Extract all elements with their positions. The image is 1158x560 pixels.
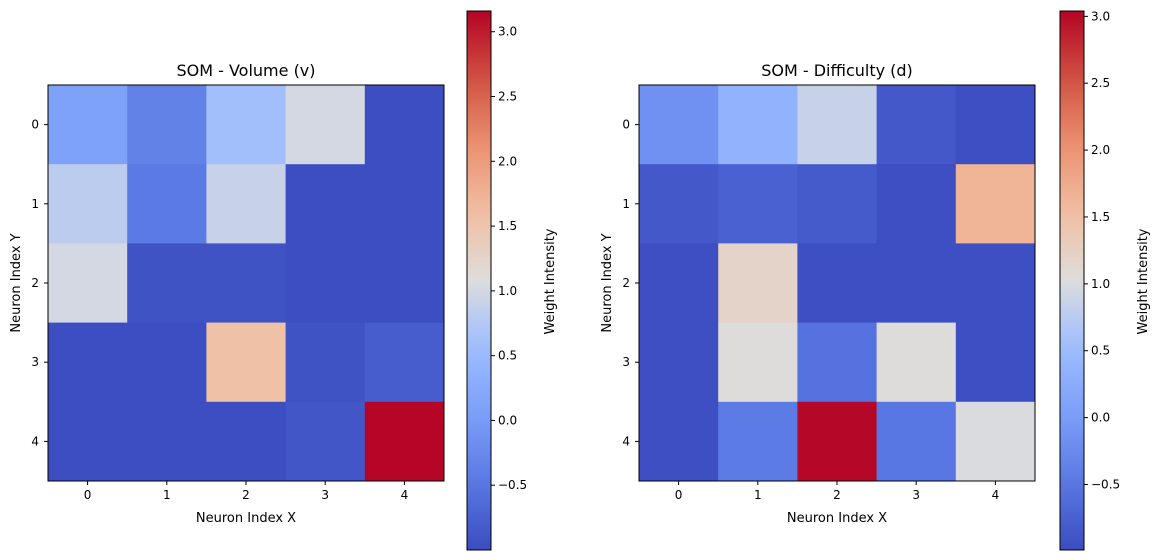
heatmap-cell-r3-c3 bbox=[876, 322, 957, 403]
heatmap-panel-0: SOM - Volume (v) 0 1 2 3 4 0 1 2 3 4 Neuron Index X… bbox=[9, 10, 558, 551]
x-tick-label: 2 bbox=[242, 488, 250, 502]
heatmap-cell-r3-c2 bbox=[797, 322, 878, 403]
x-tick-label: 0 bbox=[675, 488, 683, 502]
heatmap-cell-r4-c2 bbox=[206, 401, 287, 482]
colorbar-label: Weight Intensity bbox=[543, 228, 558, 334]
heatmap-cell-r4-c3 bbox=[285, 401, 366, 482]
y-tick-label: 2 bbox=[622, 276, 630, 290]
x-tick-label: 3 bbox=[912, 488, 920, 502]
colorbar-tick-label: 1.5 bbox=[498, 219, 517, 233]
colorbar-tick-label: 2.0 bbox=[498, 154, 517, 168]
heatmap-cell-r1-c0 bbox=[639, 164, 719, 244]
colorbar-tick-label: 2.0 bbox=[1091, 143, 1110, 157]
heatmap-cell-r1-c2 bbox=[206, 164, 287, 244]
heatmap-cell-r0-c4 bbox=[364, 85, 445, 165]
heatmap-cell-r2-c4 bbox=[955, 243, 1036, 324]
heatmap-cell-r0-c0 bbox=[639, 85, 719, 165]
heatmap-cell-r2-c2 bbox=[206, 243, 287, 324]
colorbar-tick-label: 0.0 bbox=[498, 413, 517, 427]
heatmap-cell-r4-c3 bbox=[876, 401, 957, 482]
heatmap-cell-r3-c3 bbox=[285, 322, 366, 403]
heatmap-cell-r0-c0 bbox=[48, 85, 128, 165]
heatmap-cell-r2-c3 bbox=[876, 243, 957, 324]
colorbar-tick-label: 0.0 bbox=[1091, 411, 1110, 425]
heatmap-cell-r2-c0 bbox=[48, 243, 128, 324]
heatmap-cell-r4-c1 bbox=[718, 401, 798, 482]
x-tick-label: 3 bbox=[321, 488, 329, 502]
y-tick-label: 0 bbox=[622, 118, 630, 132]
heatmap-cell-r0-c1 bbox=[127, 85, 207, 165]
colorbar-tick-label: 1.5 bbox=[1091, 210, 1110, 224]
colorbar bbox=[1059, 10, 1085, 551]
y-axis-label: Neuron Index Y bbox=[9, 233, 24, 332]
heatmap-cell-r4-c1 bbox=[127, 401, 207, 482]
heatmap-cell-r0-c3 bbox=[285, 85, 366, 165]
heatmap-cell-r4-c0 bbox=[48, 401, 128, 482]
x-tick-label: 1 bbox=[163, 488, 171, 502]
colorbar bbox=[466, 10, 492, 551]
x-tick-label: 1 bbox=[754, 488, 762, 502]
colorbar-tick-label: 0.5 bbox=[1091, 344, 1110, 358]
y-axis-label: Neuron Index Y bbox=[600, 233, 615, 332]
heatmap-cell-r2-c1 bbox=[127, 243, 207, 324]
heatmap-cell-r3-c4 bbox=[364, 322, 445, 403]
heatmap-cell-r1-c3 bbox=[876, 164, 957, 244]
colorbar-tick-label: 2.5 bbox=[498, 90, 517, 104]
heatmap-cell-r3-c0 bbox=[48, 322, 128, 403]
x-axis-label: Neuron Index X bbox=[196, 511, 296, 526]
colorbar-tick-label: 1.0 bbox=[1091, 277, 1110, 291]
x-tick-label: 0 bbox=[84, 488, 92, 502]
x-axis-label: Neuron Index X bbox=[787, 511, 887, 526]
heatmap-cell-r2-c1 bbox=[718, 243, 798, 324]
heatmap-cell-r2-c4 bbox=[364, 243, 445, 324]
heatmap-cell-r3-c4 bbox=[955, 322, 1036, 403]
colorbar-tick-label: 1.0 bbox=[498, 284, 517, 298]
chart-title: SOM - Difficulty (d) bbox=[761, 61, 913, 80]
heatmap-cell-r0-c2 bbox=[797, 85, 878, 165]
colorbar-tick-label: 3.0 bbox=[498, 25, 517, 39]
colorbar-tick-label: 3.0 bbox=[1091, 9, 1110, 23]
heatmap-cell-r3-c1 bbox=[718, 322, 798, 403]
x-tick-label: 2 bbox=[833, 488, 841, 502]
heatmap-cell-r1-c0 bbox=[48, 164, 128, 244]
colorbar-tick-label: 0.5 bbox=[498, 349, 517, 363]
heatmap-cell-r0-c4 bbox=[955, 85, 1036, 165]
y-tick-label: 3 bbox=[622, 355, 630, 369]
heatmap-cell-r4-c4 bbox=[364, 401, 445, 482]
y-tick-label: 4 bbox=[622, 434, 630, 448]
heatmap-cell-r1-c1 bbox=[718, 164, 798, 244]
colorbar-tick-label: 2.5 bbox=[1091, 76, 1110, 90]
heatmap-cell-r4-c0 bbox=[639, 401, 719, 482]
heatmap-cell-r3-c0 bbox=[639, 322, 719, 403]
heatmap-cell-r0-c3 bbox=[876, 85, 957, 165]
heatmap-panel-1: SOM - Difficulty (d) 0 1 2 3 4 0 1 2 3 4 Neuron Ind… bbox=[600, 9, 1151, 551]
heatmap-cell-r2-c0 bbox=[639, 243, 719, 324]
heatmap-cell-r1-c2 bbox=[797, 164, 878, 244]
heatmap-cell-r1-c1 bbox=[127, 164, 207, 244]
colorbar-label: Weight Intensity bbox=[1136, 228, 1151, 334]
heatmap-cell-r4-c4 bbox=[955, 401, 1036, 482]
y-tick-label: 3 bbox=[31, 355, 39, 369]
heatmap-cell-r2-c2 bbox=[797, 243, 878, 324]
heatmap-cell-r1-c4 bbox=[364, 164, 445, 244]
chart-title: SOM - Volume (v) bbox=[176, 61, 315, 80]
heatmap-cell-r3-c1 bbox=[127, 322, 207, 403]
x-tick-label: 4 bbox=[992, 488, 1000, 502]
heatmap-cell-r3-c2 bbox=[206, 322, 287, 403]
y-tick-label: 2 bbox=[31, 276, 39, 290]
y-tick-label: 4 bbox=[31, 434, 39, 448]
y-tick-label: 1 bbox=[622, 197, 630, 211]
colorbar-tick-label: −0.5 bbox=[1091, 477, 1120, 491]
heatmap-cell-r2-c3 bbox=[285, 243, 366, 324]
x-tick-label: 4 bbox=[401, 488, 409, 502]
heatmap-cell-r0-c2 bbox=[206, 85, 287, 165]
heatmap-cell-r1-c3 bbox=[285, 164, 366, 244]
y-tick-label: 0 bbox=[31, 118, 39, 132]
colorbar-tick-label: −0.5 bbox=[498, 478, 527, 492]
y-tick-label: 1 bbox=[31, 197, 39, 211]
heatmap-cell-r1-c4 bbox=[955, 164, 1036, 244]
heatmap-cell-r0-c1 bbox=[718, 85, 798, 165]
heatmap-cell-r4-c2 bbox=[797, 401, 878, 482]
